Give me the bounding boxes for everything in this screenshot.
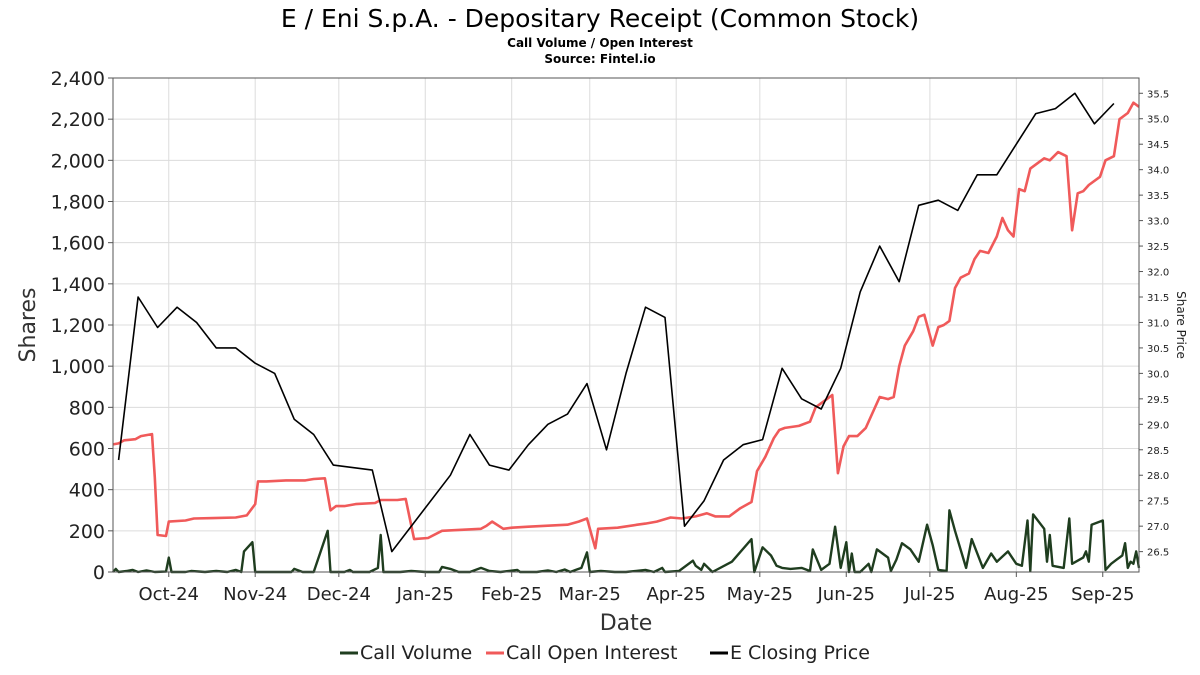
y-tick-label: 1,800 [51, 192, 105, 214]
y-tick-label: 1,600 [51, 233, 105, 255]
y-right-tick-label: 28.5 [1147, 446, 1169, 457]
y-tick-label: 2,000 [51, 150, 105, 172]
y-tick-label: 1,200 [51, 315, 105, 337]
x-tick-label: Nov-24 [223, 584, 287, 605]
y-tick-label: 200 [69, 521, 105, 543]
closing-price-line [117, 92, 1115, 553]
y-right-tick-label: 35.0 [1147, 115, 1169, 126]
y-right-tick-label: 28.0 [1147, 471, 1169, 482]
x-tick-label: Jul-25 [903, 584, 955, 605]
x-tick-label: Sep-25 [1071, 584, 1134, 605]
y-tick-label: 1,000 [51, 356, 105, 378]
x-tick-label: Jun-25 [816, 584, 875, 605]
y-tick-label: 1,400 [51, 274, 105, 296]
chart-subtitle: Call Volume / Open Interest [507, 36, 693, 50]
y-right-tick-label: 34.5 [1147, 140, 1169, 151]
x-tick-label: Aug-25 [984, 584, 1049, 605]
y-right-tick-label: 29.0 [1147, 420, 1169, 431]
y-right-tick-label: 30.5 [1147, 344, 1169, 355]
y-right-tick-label: 30.0 [1147, 369, 1169, 380]
y-right-tick-label: 33.0 [1147, 217, 1169, 228]
y-right-tick-label: 29.5 [1147, 395, 1169, 406]
y-right-tick-label: 27.0 [1147, 522, 1169, 533]
x-tick-label: Apr-25 [646, 584, 705, 605]
y-axis-right-label: Share Price [1174, 291, 1188, 359]
grid-lines [113, 77, 1139, 573]
y-right-tick-label: 34.0 [1147, 166, 1169, 177]
x-axis-label: Date [600, 611, 653, 636]
legend-label: Call Volume [360, 642, 472, 664]
y-tick-label: 600 [69, 439, 105, 461]
series-lines [112, 92, 1141, 574]
y-right-tick-label: 27.5 [1147, 497, 1169, 508]
y-tick-label: 400 [69, 480, 105, 502]
y-right-tick-label: 31.5 [1147, 293, 1169, 304]
y-right-tick-label: 31.0 [1147, 318, 1169, 329]
chart-source: Source: Fintel.io [544, 52, 655, 66]
legend: Call Volume Call Open Interest E Closing P… [340, 642, 870, 664]
tick-labels: 0 200 400 600 800 1,000 1,200 1,400 1,600 1,800 2,… [51, 68, 1170, 605]
chart-title: E / Eni S.p.A. - Depositary Receipt (Com… [281, 4, 919, 33]
y-tick-label: 800 [69, 397, 105, 419]
x-tick-label: Dec-24 [307, 584, 371, 605]
legend-label: E Closing Price [730, 642, 870, 664]
y-axis-label: Shares [16, 288, 41, 363]
y-tick-label: 2,400 [51, 68, 105, 90]
y-right-tick-label: 32.0 [1147, 268, 1169, 279]
legend-label: Call Open Interest [506, 642, 678, 664]
x-tick-label: Jan-25 [396, 584, 454, 605]
call-open-interest-line [112, 101, 1140, 550]
x-tick-label: Mar-25 [559, 584, 621, 605]
y-right-tick-label: 35.5 [1147, 89, 1169, 100]
call-volume-line [112, 509, 1141, 574]
y-tick-label: 0 [93, 562, 105, 584]
x-tick-label: Oct-24 [138, 584, 199, 605]
x-tick-label: Feb-25 [481, 584, 542, 605]
y-right-tick-label: 26.5 [1147, 548, 1169, 559]
y-tick-label: 2,200 [51, 109, 105, 131]
y-right-tick-label: 33.5 [1147, 191, 1169, 202]
x-tick-label: May-25 [727, 584, 793, 605]
y-right-tick-label: 32.5 [1147, 242, 1169, 253]
